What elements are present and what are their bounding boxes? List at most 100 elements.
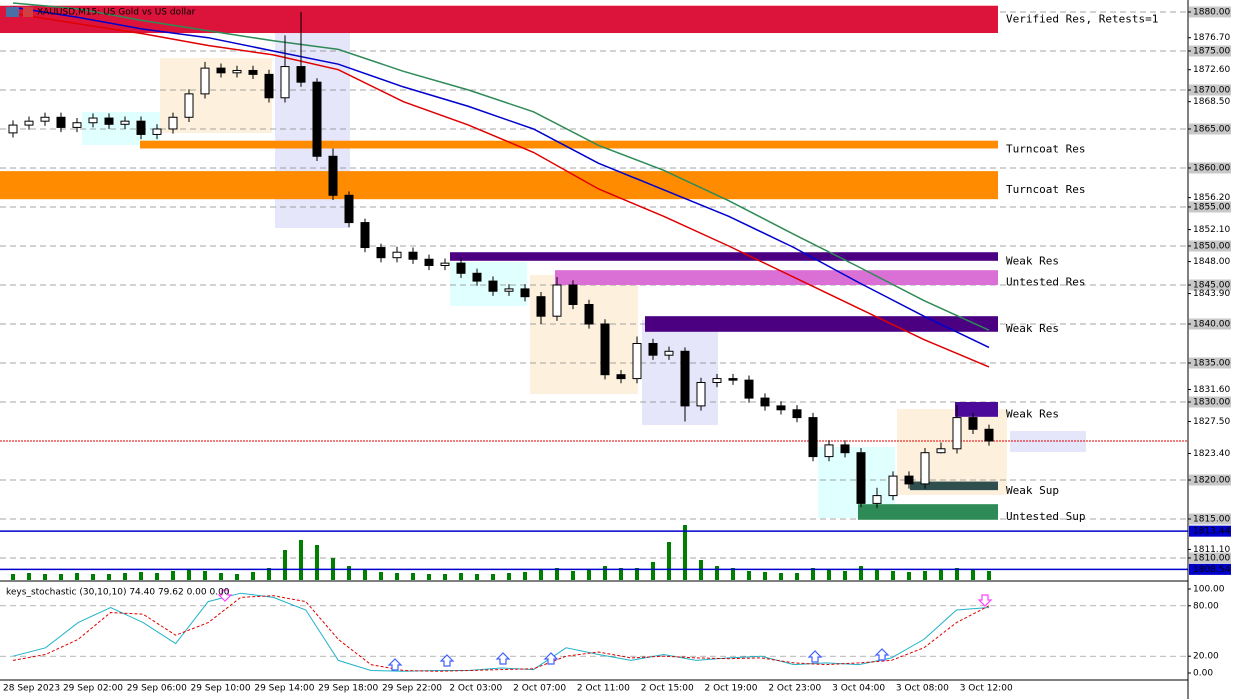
candle-body — [168, 116, 178, 130]
volume-bar — [171, 571, 175, 580]
candle-body — [696, 381, 706, 407]
volume-bar — [395, 573, 399, 580]
candle-body — [296, 66, 306, 83]
volume-bar — [43, 574, 47, 580]
signal-arrow — [807, 650, 823, 663]
candle-body — [968, 417, 978, 430]
menu-icon[interactable] — [6, 7, 19, 17]
volume-bar — [923, 571, 927, 580]
session-box — [1010, 431, 1086, 452]
volume-bar — [827, 570, 831, 580]
y-tick-label: 1875.00 — [1193, 46, 1230, 56]
x-tick-label: 2 Oct 03:00 — [449, 684, 502, 694]
y-tick-label: 1815.00 — [1193, 515, 1230, 525]
candle-body — [824, 444, 834, 458]
app-icon[interactable] — [23, 7, 33, 17]
volume-bar — [267, 568, 271, 580]
zones: Verified Res, Retests=1 Turncoat Res Turnc… — [0, 5, 1158, 523]
signal-arrow — [495, 652, 511, 665]
tick-box — [1189, 84, 1231, 96]
volume-bar — [987, 571, 991, 580]
y-tick-label: 1876.70 — [1193, 33, 1230, 43]
candle-body — [936, 448, 946, 454]
x-tick-label: 2 Oct 15:00 — [641, 684, 694, 694]
volume-bar — [875, 570, 879, 580]
volume-bar — [475, 574, 479, 580]
y-tick-label: 1852.10 — [1193, 225, 1230, 235]
candle-body — [616, 374, 626, 380]
volume-bar — [747, 571, 751, 580]
candle-body — [216, 67, 226, 74]
x-tick-label: 29 Sep 06:00 — [127, 684, 187, 694]
zone — [555, 270, 998, 285]
tick-box — [1189, 396, 1231, 408]
volume-bar — [75, 573, 79, 580]
zone-label: Weak Res — [1006, 407, 1059, 420]
candle-body — [536, 296, 546, 317]
level-box — [1189, 563, 1231, 575]
candle-body — [120, 120, 130, 125]
x-tick-label: 3 Oct 04:00 — [832, 684, 885, 694]
candle-body — [456, 262, 466, 274]
volume-bar — [811, 568, 815, 580]
tick-box — [1189, 162, 1231, 174]
zone-label: Untested Res — [1006, 276, 1085, 289]
volume-bar — [843, 571, 847, 580]
candle-body — [40, 116, 50, 122]
volume-bar — [891, 571, 895, 580]
moving-average — [12, 6, 990, 349]
x-tick-label: 29 Sep 22:00 — [382, 684, 442, 694]
x-tick-label: 29 Sep 02:00 — [63, 684, 123, 694]
candle-body — [200, 67, 210, 95]
candle-body — [872, 495, 882, 504]
candle-body — [520, 288, 530, 298]
candle-body — [136, 120, 146, 135]
candle-body — [248, 69, 258, 75]
volume-bar — [523, 572, 527, 580]
candle-body — [56, 116, 66, 128]
candle-body — [552, 284, 562, 317]
candle-body — [312, 81, 322, 157]
x-tick-label: 2 Oct 19:00 — [705, 684, 758, 694]
x-tick-label: 29 Sep 18:00 — [318, 684, 378, 694]
candle-body — [104, 117, 114, 125]
tick-box — [1189, 513, 1231, 525]
volume-bar — [27, 573, 31, 580]
volume-bar — [939, 570, 943, 580]
session-box — [82, 112, 160, 145]
session-box — [897, 409, 1007, 495]
stochastic-main — [12, 592, 990, 672]
y-tick-label: 1835.00 — [1193, 358, 1230, 368]
level-box — [1189, 525, 1231, 537]
y-tick-label: 1820.00 — [1193, 475, 1230, 485]
candle-body — [504, 288, 514, 292]
candle-body — [344, 194, 354, 224]
zone — [955, 401, 998, 417]
volume-bar — [971, 569, 975, 580]
tick-box — [1189, 240, 1231, 252]
signal-arrow — [439, 654, 455, 667]
session-box — [642, 320, 718, 425]
y-tick-label: 1831.60 — [1193, 385, 1230, 395]
volume-bar — [715, 566, 719, 580]
zone-label: Weak Sup — [1006, 484, 1059, 497]
tick-box — [1189, 123, 1231, 135]
tick-box — [1189, 357, 1231, 369]
candle-body — [840, 444, 850, 454]
tick-box — [1189, 474, 1231, 486]
x-tick-label: 28 Sep 2023 — [3, 684, 60, 694]
volume-bar — [235, 574, 239, 580]
chart-title: XAUUSD,M15: US Gold vs US dollar — [37, 8, 196, 18]
candle-body — [584, 303, 594, 325]
signal-arrow — [217, 589, 233, 602]
y-tick-label: 80.00 — [1193, 601, 1219, 611]
volume-bar — [139, 572, 143, 580]
y-tick-label: 1840.00 — [1193, 319, 1230, 329]
candle-body — [920, 452, 930, 485]
volume-bar — [619, 568, 623, 580]
candle-body — [72, 122, 82, 128]
y-tick-label: 1868.50 — [1193, 97, 1230, 107]
candle-body — [280, 66, 290, 99]
tick-box — [1189, 6, 1231, 18]
